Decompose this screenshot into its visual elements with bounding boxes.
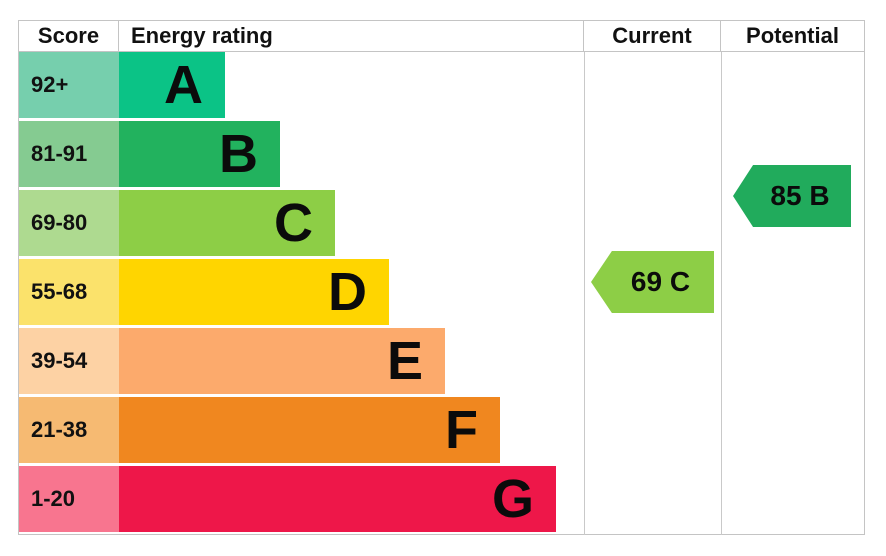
rating-bar-g: G [119, 466, 556, 532]
current-column-divider [584, 52, 585, 535]
current-column-header: Current [584, 21, 721, 51]
table-header-row: Score Energy rating Current Potential [19, 21, 864, 52]
rating-bar-a: A [119, 52, 225, 118]
score-range-d: 55-68 [19, 259, 119, 325]
band-row-g: 1-20 G [19, 466, 864, 532]
band-row-f: 21-38 F [19, 397, 864, 463]
potential-rating-arrow: 85 B [733, 165, 851, 227]
score-range-b: 81-91 [19, 121, 119, 187]
rating-bands-area: 92+ A 81-91 B 69-80 C 55-68 D 39-54 E 21… [19, 52, 864, 535]
rating-bar-e: E [119, 328, 445, 394]
potential-rating-label: 85 B [770, 180, 830, 211]
score-range-e: 39-54 [19, 328, 119, 394]
band-row-c: 69-80 C [19, 190, 864, 256]
potential-column-header: Potential [746, 23, 839, 48]
rating-bar-d: D [119, 259, 389, 325]
score-column-header: Score [19, 21, 119, 51]
score-range-a: 92+ [19, 52, 119, 118]
current-rating-arrow: 69 C [591, 251, 714, 313]
score-range-g: 1-20 [19, 466, 119, 532]
band-row-d: 55-68 D [19, 259, 864, 325]
potential-column-divider [721, 52, 722, 535]
energy-rating-column-header: Energy rating [119, 21, 584, 51]
score-range-c: 69-80 [19, 190, 119, 256]
rating-bar-b: B [119, 121, 280, 187]
rating-bar-c: C [119, 190, 335, 256]
band-row-e: 39-54 E [19, 328, 864, 394]
score-range-f: 21-38 [19, 397, 119, 463]
band-row-a: 92+ A [19, 52, 864, 118]
band-row-b: 81-91 B [19, 121, 864, 187]
epc-rating-table: Score Energy rating Current Potential 92… [18, 20, 865, 535]
rating-bar-f: F [119, 397, 500, 463]
current-rating-label: 69 C [630, 266, 691, 297]
